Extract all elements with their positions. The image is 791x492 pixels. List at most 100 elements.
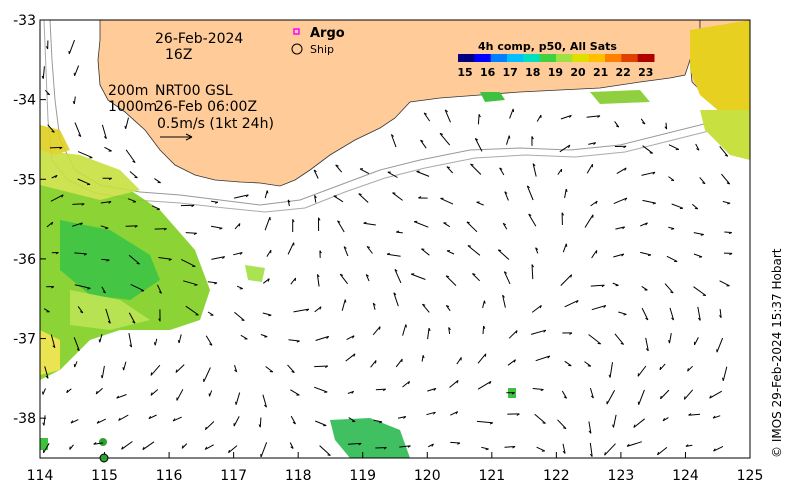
- current-vector: [358, 193, 369, 203]
- current-vector: [96, 418, 107, 424]
- current-vector: [264, 190, 268, 199]
- x-tick-label: 115: [91, 468, 118, 484]
- current-vector: [421, 355, 424, 362]
- current-vector: [506, 135, 510, 145]
- colorbar-swatch: [458, 54, 475, 62]
- current-vector: [387, 171, 398, 178]
- current-vector-head: [456, 380, 459, 384]
- current-vector-head: [531, 136, 534, 140]
- current-vector-head: [467, 245, 471, 247]
- current-vector: [128, 254, 140, 265]
- current-vector: [121, 441, 133, 450]
- current-vector-head: [615, 125, 620, 128]
- current-vector: [375, 388, 386, 391]
- current-vector: [392, 192, 403, 201]
- current-vector-head: [163, 228, 167, 231]
- current-vector: [142, 441, 155, 451]
- current-vector-head: [294, 277, 297, 282]
- current-vector-head: [478, 114, 481, 118]
- current-vector-head: [222, 256, 226, 259]
- current-vector: [586, 115, 601, 118]
- current-vector-head: [445, 275, 450, 278]
- current-vector: [588, 142, 596, 145]
- current-vector-head: [565, 188, 568, 192]
- current-vector: [394, 269, 402, 284]
- sst-data-east: [480, 20, 750, 160]
- current-vector: [450, 411, 458, 416]
- current-vector: [668, 144, 680, 150]
- current-vector: [234, 311, 245, 321]
- current-vector-head: [532, 163, 536, 167]
- current-vector: [640, 251, 652, 256]
- current-vector-head: [687, 368, 689, 372]
- current-vector-head: [238, 223, 241, 227]
- colorbar-swatch: [572, 54, 590, 62]
- current-vector-head: [267, 278, 270, 282]
- current-vector: [240, 334, 248, 340]
- current-vector: [536, 114, 542, 122]
- product-time: 26-Feb 06:00Z: [155, 99, 257, 115]
- current-vector-head: [623, 145, 627, 149]
- current-vector: [372, 302, 376, 310]
- current-vector: [591, 250, 598, 259]
- current-vector-head: [489, 422, 493, 425]
- y-tick-label: -34: [13, 93, 36, 109]
- current-vector-head: [569, 115, 572, 118]
- y-tick-label: -37: [13, 332, 36, 348]
- current-vector-head: [561, 212, 565, 216]
- y-axis: -33 -34 -35 -36 -37 -38: [13, 13, 46, 427]
- current-vector-head: [72, 101, 75, 105]
- current-vector: [345, 353, 356, 362]
- current-vector-head: [352, 335, 355, 339]
- current-vector-head: [287, 199, 291, 203]
- current-vector-head: [432, 411, 436, 415]
- current-vector-head: [264, 404, 267, 408]
- current-vector: [685, 444, 693, 447]
- current-vector-head: [325, 365, 329, 369]
- current-vector: [99, 333, 103, 343]
- current-vector-head: [51, 221, 54, 225]
- y-tick-label: -35: [13, 172, 36, 188]
- current-vector: [589, 442, 593, 457]
- current-vector: [262, 394, 267, 408]
- current-vector-head: [688, 413, 692, 416]
- current-vector: [609, 362, 613, 378]
- current-vector: [641, 285, 648, 291]
- current-vector: [532, 163, 537, 177]
- current-vector: [693, 286, 707, 296]
- current-vector: [414, 221, 429, 228]
- current-vector: [564, 360, 572, 367]
- current-vector-head: [318, 217, 321, 221]
- current-vector: [482, 325, 485, 335]
- current-vector: [443, 222, 451, 228]
- current-vector-head: [439, 132, 443, 135]
- current-vector: [591, 305, 606, 311]
- current-vector: [185, 232, 197, 234]
- credit-label: © IMOS 29-Feb-2024 15:37 Hobart: [770, 248, 784, 458]
- current-vector: [695, 143, 700, 151]
- current-vector-head: [45, 46, 49, 50]
- current-vector-head: [79, 311, 84, 314]
- current-vector: [397, 416, 406, 419]
- current-vector: [42, 388, 46, 395]
- current-vector-head: [142, 446, 145, 450]
- current-vector-head: [241, 319, 245, 321]
- current-vector: [148, 414, 157, 420]
- current-vector: [259, 417, 262, 428]
- current-vector-head: [622, 226, 626, 230]
- x-tick-label: 120: [414, 468, 441, 484]
- current-vector: [588, 334, 602, 345]
- current-vector-head: [80, 222, 83, 226]
- current-vector-head: [444, 109, 448, 113]
- current-vector-head: [391, 134, 394, 137]
- current-vector: [150, 364, 161, 376]
- current-vector: [386, 253, 401, 257]
- current-vector-head: [685, 444, 689, 447]
- current-vector: [530, 329, 546, 335]
- current-vector: [427, 387, 437, 392]
- current-vector-head: [590, 453, 593, 457]
- current-vector: [719, 146, 729, 157]
- current-vector: [151, 205, 160, 210]
- current-vector-head: [98, 339, 101, 343]
- current-vector-head: [569, 332, 573, 335]
